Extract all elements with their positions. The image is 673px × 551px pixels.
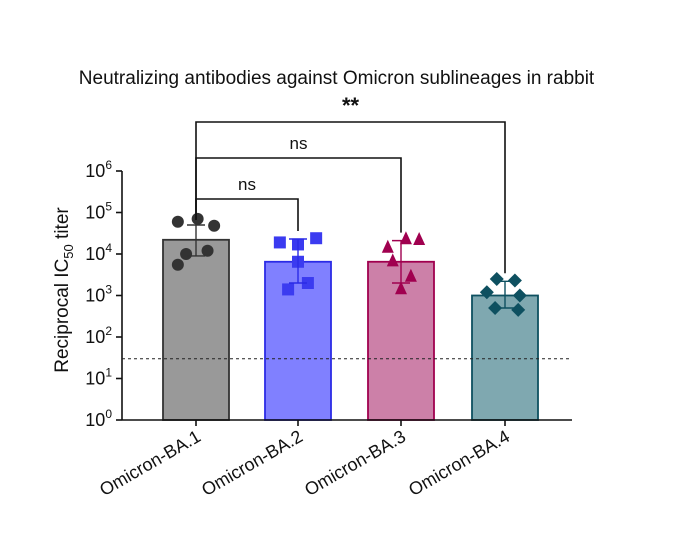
- y-axis: 100 101 102 103 104 105 106: [85, 158, 123, 430]
- x-tick-label: Omicron-BA.2: [198, 426, 306, 500]
- significance-layer: ns ns **: [195, 93, 506, 274]
- error-bars-layer: [187, 224, 514, 309]
- data-point: [381, 239, 394, 253]
- data-point: [404, 268, 417, 282]
- bars-layer: [162, 238, 539, 421]
- significance-label: **: [342, 93, 360, 118]
- points-layer: [171, 212, 527, 317]
- x-axis: Omicron-BA.1Omicron-BA.2Omicron-BA.3Omic…: [96, 419, 572, 500]
- significance-bracket: [195, 121, 506, 274]
- y-tick-label: 103: [85, 283, 112, 306]
- y-tick-label: 102: [85, 324, 112, 347]
- x-tick-label: Omicron-BA.3: [301, 426, 409, 500]
- data-point: [191, 212, 204, 225]
- data-point: [310, 232, 323, 245]
- data-point: [386, 253, 399, 267]
- data-point: [489, 271, 504, 286]
- data-point: [479, 285, 494, 300]
- x-tick-label: Omicron-BA.4: [405, 426, 513, 500]
- data-point: [399, 231, 412, 245]
- data-point: [413, 231, 426, 245]
- bar: [264, 260, 332, 421]
- data-point: [171, 258, 184, 271]
- x-tick-label: Omicron-BA.1: [96, 426, 204, 500]
- data-point: [201, 244, 214, 257]
- data-point: [301, 277, 314, 290]
- significance-label: ns: [290, 134, 308, 153]
- data-point: [512, 288, 527, 303]
- data-point: [273, 236, 286, 249]
- y-tick-label: 101: [85, 366, 112, 389]
- data-point: [511, 302, 526, 317]
- chart-title: Neutralizing antibodies against Omicron …: [78, 68, 595, 89]
- data-point: [171, 215, 184, 228]
- data-point: [395, 281, 407, 295]
- significance-label: ns: [238, 175, 256, 194]
- data-point: [180, 248, 193, 260]
- data-point: [488, 300, 503, 315]
- y-tick-label: 100: [85, 407, 112, 430]
- data-point: [208, 219, 221, 232]
- y-axis-label: Reciprocal IC50 titer: [52, 207, 76, 373]
- data-point: [507, 273, 522, 288]
- y-tick-label: 105: [85, 200, 112, 223]
- bar: [471, 294, 539, 421]
- y-tick-label: 104: [85, 241, 112, 264]
- y-tick-label: 106: [85, 158, 112, 181]
- data-point: [282, 283, 295, 296]
